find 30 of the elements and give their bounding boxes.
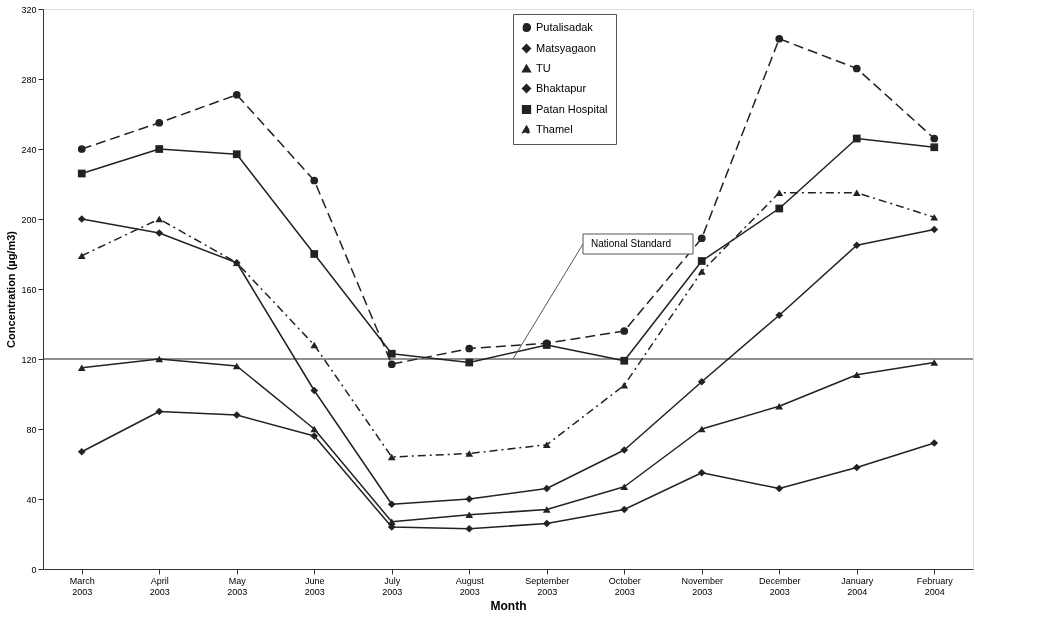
x-tick-label: July 2003: [382, 575, 403, 597]
legend-label: Thamel: [536, 122, 573, 135]
y-tick-label: 0: [31, 564, 37, 575]
y-tick-label: 320: [21, 4, 37, 15]
legend-label: Bhaktapur: [536, 81, 587, 94]
ref-line-label: National Standard: [591, 238, 672, 249]
x-tick-label: January 2004: [841, 575, 874, 597]
x-tick-label: October 2003: [608, 575, 641, 597]
y-tick-label: 40: [26, 494, 37, 505]
x-tick-label: May 2003: [227, 575, 248, 597]
y-axis-title: Concentration (µg/m3): [5, 230, 18, 348]
x-tick-label: February 2004: [916, 575, 954, 597]
x-tick-label: November 2003: [681, 575, 724, 597]
x-tick-label: June 2003: [304, 575, 325, 597]
y-tick-label: 80: [26, 424, 37, 435]
x-tick-label: September 2003: [525, 575, 570, 597]
x-tick-label: April 2003: [149, 575, 170, 597]
legend-label: Patan Hospital: [536, 102, 608, 115]
legend-label: TU: [536, 61, 551, 74]
y-tick-label: 240: [21, 144, 37, 155]
y-tick-label: 280: [21, 74, 37, 85]
x-tick-label: August 2003: [455, 575, 485, 597]
y-tick-label: 160: [21, 284, 37, 295]
legend-label: Matsyagaon: [536, 41, 596, 54]
y-tick-label: 120: [21, 354, 37, 365]
y-tick-label: 200: [21, 214, 37, 225]
legend-label: Putalisadak: [536, 20, 594, 33]
x-tick-label: December 2003: [758, 575, 801, 597]
x-tick-label: March 2003: [69, 575, 95, 597]
x-axis-title: Month: [490, 598, 527, 613]
